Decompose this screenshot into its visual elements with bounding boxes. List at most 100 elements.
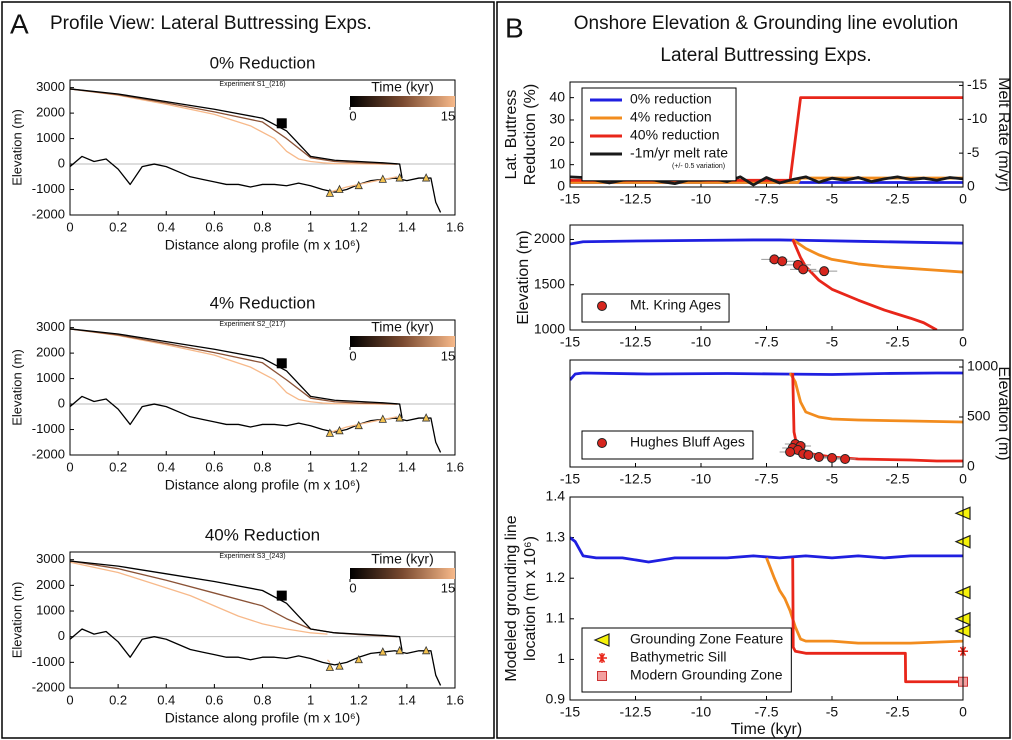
- square-marker: [276, 118, 287, 129]
- y2-tick-label: 1000: [967, 358, 998, 374]
- y-axis-label: Lat. Buttress: [503, 90, 520, 180]
- legend: Mt. Kring Ages: [581, 293, 730, 323]
- panel-b-border: [496, 1, 1011, 739]
- y2-tick-label: 500: [967, 408, 991, 424]
- triangle-marker: [421, 173, 431, 182]
- age-point: [803, 450, 814, 460]
- y-tick-label: 40: [549, 88, 565, 104]
- age-point: [777, 256, 788, 267]
- chart-title: 0% Reduction: [210, 53, 316, 72]
- x-tick-label: -10: [691, 334, 711, 350]
- triangle-marker: [378, 647, 387, 656]
- y-axis-label: Elevation (m): [9, 349, 24, 426]
- x-tick-label: 1.4: [398, 692, 416, 707]
- x-tick-label: 1.2: [350, 219, 368, 234]
- x-tick-label: 1: [307, 219, 314, 234]
- triangle-marker: [354, 420, 363, 430]
- x-tick-label: 0: [959, 191, 967, 207]
- x-tick-label: -2.5: [885, 471, 909, 487]
- age-point: [798, 264, 809, 275]
- y-tick-label: 20: [549, 133, 565, 149]
- y-axis-label: Modeled grounding line: [503, 515, 520, 681]
- y-tick-label: 2000: [36, 577, 65, 592]
- series-line: [70, 328, 398, 405]
- x-tick-label: 0.6: [205, 459, 223, 474]
- y2-tick-label: 0: [967, 458, 975, 474]
- age-point: [819, 266, 830, 277]
- x-tick-label: 1.2: [350, 692, 368, 707]
- plot-frame: [569, 224, 964, 331]
- triangle-marker: [325, 188, 335, 197]
- plot-frame: [569, 496, 964, 701]
- legend-label: Hughes Bluff Ages: [630, 434, 745, 450]
- x-tick-label: -2.5: [885, 704, 909, 720]
- panel-letter: A: [10, 8, 29, 39]
- y-tick-label: -2000: [32, 679, 65, 694]
- triangle-marker: [395, 173, 404, 182]
- y-tick-label: 1000: [36, 370, 65, 385]
- y-tick-label: 1000: [36, 602, 65, 617]
- colorbar-tick-label: 0: [349, 108, 356, 123]
- series-line: [70, 561, 328, 635]
- x-tick-label: 1.6: [446, 692, 464, 707]
- colorbar: [350, 336, 455, 347]
- y-tick-label: -1000: [32, 654, 65, 669]
- y-tick-label: -1000: [32, 421, 65, 436]
- legend-box: [581, 627, 792, 693]
- plot-content: [570, 536, 963, 684]
- y-tick-label: 0: [58, 628, 65, 643]
- x-tick-label: 0: [959, 704, 967, 720]
- x-tick-label: -5: [826, 334, 839, 350]
- asterisk-marker: [597, 653, 607, 663]
- triangle-marker: [325, 428, 335, 437]
- x-tick-label: -15: [560, 704, 580, 720]
- colorbar-label: Time (kyr): [371, 319, 433, 335]
- triangle-marker: [593, 633, 610, 647]
- legend-box: [581, 430, 754, 460]
- colorbar-tick-label: 15: [441, 108, 455, 123]
- y-tick-label: 1.1: [546, 610, 566, 626]
- y-tick-label: 1.2: [546, 569, 566, 585]
- y-tick-label: 1: [557, 650, 565, 666]
- y-tick-label: 0.9: [546, 691, 566, 707]
- legend-label: 4% reduction: [630, 109, 712, 125]
- y-tick-label: 0: [557, 178, 565, 194]
- legend-label: -1m/yr melt rate: [630, 145, 728, 161]
- x-tick-label: -7.5: [754, 704, 778, 720]
- y-tick-label: 3000: [36, 551, 65, 566]
- age-point: [813, 452, 824, 462]
- square-marker: [276, 590, 287, 601]
- square-marker: [597, 671, 607, 681]
- series-line: [791, 238, 938, 330]
- x-tick-label: 0: [959, 334, 967, 350]
- colorbar-tick-label: 15: [441, 580, 455, 595]
- x-tick-label: -7.5: [754, 471, 778, 487]
- x-tick-label: -15: [560, 191, 580, 207]
- triangle-marker: [421, 413, 431, 422]
- y2-axis-label: Elevation (m): [995, 366, 1012, 460]
- x-tick-label: -12.5: [620, 334, 652, 350]
- series-line: [70, 88, 403, 179]
- plot-frame: [69, 551, 456, 689]
- x-tick-label: -2.5: [885, 334, 909, 350]
- triangle-marker: [354, 180, 363, 190]
- x-tick-label: -5: [826, 191, 839, 207]
- y2-axis-label: Melt Rate (m/yr): [995, 77, 1012, 192]
- y-axis-label: Elevation (m): [9, 109, 24, 186]
- series-line: [791, 557, 963, 684]
- triangle-marker: [395, 645, 404, 655]
- y-tick-label: 2000: [534, 230, 565, 246]
- colorbar-label: Time (kyr): [371, 79, 433, 95]
- y-tick-label: 0: [58, 155, 65, 170]
- x-tick-label: -10: [691, 704, 711, 720]
- panel-a-border: [1, 1, 495, 739]
- legend-label: 0% reduction: [630, 91, 712, 107]
- y-tick-label: -2000: [32, 446, 65, 461]
- colorbar-tick-label: 15: [441, 348, 455, 363]
- x-tick-label: 0.8: [253, 219, 271, 234]
- triangle-marker: [354, 654, 363, 664]
- x-axis-label: Distance along profile (m x 10⁶): [165, 237, 361, 253]
- x-axis-label: Distance along profile (m x 10⁶): [165, 477, 361, 493]
- colorbar: [350, 96, 455, 107]
